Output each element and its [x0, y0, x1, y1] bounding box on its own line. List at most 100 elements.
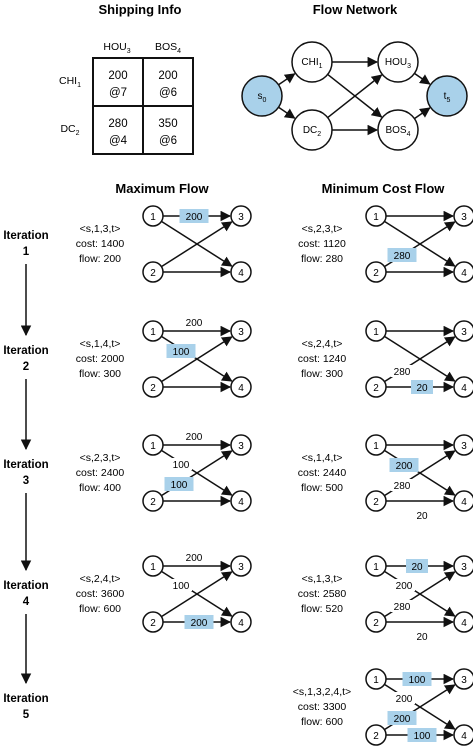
max-iter2-node-label-2: 2	[150, 383, 156, 394]
network-node-bos	[377, 109, 419, 151]
min-iter5-node-4	[453, 724, 473, 746]
min-iter4-label-bg-13	[406, 559, 428, 573]
min-cost-text: cost: 3300	[298, 701, 347, 713]
min-iter2-label-bg-23	[391, 365, 413, 377]
max-iter2-edge-23	[161, 336, 233, 383]
max-iter3-label-bg-13	[183, 430, 205, 442]
min-iter3-label-bg-24	[414, 509, 430, 521]
min-iter1-node-3	[453, 205, 473, 227]
min-iter4-node-label-4: 4	[461, 618, 467, 629]
min-iter2-edge-label-23: 280	[394, 367, 411, 378]
min-iter1-node-label-4: 4	[461, 268, 467, 279]
min-iter5-label-bg-23	[387, 711, 417, 725]
iteration-number: 5	[23, 709, 30, 721]
max-cost-text: cost: 2400	[76, 467, 125, 479]
min-path-text: <s,2,4,t>	[302, 338, 343, 350]
max-iter1-node-4	[230, 261, 252, 283]
max-iter1-node-label-2: 2	[150, 268, 156, 279]
max-iter4-label-bg-14	[170, 579, 192, 591]
network-node-label-chi: CHI1	[301, 57, 322, 70]
min-iter2-node-label-1: 1	[373, 327, 379, 338]
max-iter3-node-3	[230, 434, 252, 456]
max-iter4-label-bg-24	[184, 615, 214, 629]
max-iter4-node-1	[142, 555, 164, 577]
min-iter2-node-1	[365, 320, 387, 342]
min-cost-text: cost: 2440	[298, 467, 347, 479]
max-iter3-node-label-4: 4	[238, 497, 244, 508]
max-iter4-edge-label-24: 200	[191, 618, 208, 629]
min-iter5-label-bg-24	[407, 728, 437, 742]
network-edge-s-chi	[278, 73, 296, 86]
max-iter4-node-3	[230, 555, 252, 577]
network-node-label-t: t5	[444, 91, 451, 104]
max-iter4-node-label-1: 1	[150, 562, 156, 573]
max-iter2-label-bg-13	[183, 316, 205, 328]
min-iter1-node-2	[365, 261, 387, 283]
cell-chi-hou-cost: @7	[109, 87, 127, 99]
max-path-text: <s,1,3,t>	[80, 223, 121, 235]
min-iter3-edge-label-24: 20	[416, 511, 428, 522]
col-header-bos: BOS4	[155, 41, 181, 55]
iteration-row-1: Iteration 1 <s,1,3,t> cost: 1400 flow: 200 1 2…	[3, 205, 473, 283]
iteration-label: Iteration	[3, 345, 48, 357]
min-iter2-node-label-4: 4	[461, 383, 467, 394]
cell-dc-hou-cost: @4	[109, 135, 128, 147]
max-path-text: <s,1,4,t>	[80, 338, 121, 350]
network-node-label-bos: BOS4	[385, 125, 410, 138]
min-iter5-node-2	[365, 724, 387, 746]
iteration-label: Iteration	[3, 459, 48, 471]
min-iter5-node-label-2: 2	[373, 731, 379, 742]
max-path-text: <s,2,3,t>	[80, 452, 121, 464]
min-cost-text: cost: 2580	[298, 588, 347, 600]
max-iter3-edge-label-14: 100	[173, 460, 190, 471]
min-iter4-label-bg-14	[393, 579, 415, 591]
row-header-dc: DC2	[60, 123, 79, 137]
network-edge-hou-t	[414, 72, 431, 85]
max-cost-text: cost: 3600	[76, 588, 125, 600]
min-iter4-node-1	[365, 555, 387, 577]
max-iter1-edge-23	[161, 221, 233, 268]
min-iter4-edge-label-24: 20	[416, 632, 428, 643]
network-edge-s-dc	[278, 106, 296, 119]
min-path-text: <s,1,3,2,4,t>	[293, 686, 351, 698]
min-iter3-node-4	[453, 490, 473, 512]
min-iter5-edge-label-14: 200	[396, 694, 413, 705]
iteration-row-3: Iteration 3 <s,2,3,t> cost: 2400 flow: 400 1 2…	[3, 430, 473, 522]
cell-chi-bos-cap: 200	[158, 70, 177, 82]
min-iter1-node-label-2: 2	[373, 268, 379, 279]
max-iter1-node-1	[142, 205, 164, 227]
network-node-t	[426, 75, 468, 117]
col-header-hou: HOU3	[103, 41, 130, 55]
shipping-table: HOU3 BOS4 CHI1 DC2 200 @7 200 @6 280 @4 …	[59, 41, 194, 155]
max-iter4-edge-23	[161, 571, 233, 618]
min-flow-text: flow: 600	[301, 716, 343, 728]
iteration-number: 2	[23, 361, 29, 373]
max-iter3-label-bg-23	[164, 477, 194, 491]
min-iter4-edge-label-13: 20	[411, 562, 423, 573]
network-node-s	[241, 75, 283, 117]
cell-dc-bos-cost: @6	[159, 135, 177, 147]
max-iter2-label-bg-14	[166, 344, 196, 358]
max-iter4-node-label-2: 2	[150, 618, 156, 629]
max-iter1-node-3	[230, 205, 252, 227]
max-iter2-edge-label-13: 200	[186, 318, 203, 329]
min-iter5-node-3	[453, 668, 473, 690]
iteration-row-4: Iteration 4 <s,2,4,t> cost: 3600 flow: 600 1 2…	[3, 551, 473, 643]
max-iter3-edge-label-13: 200	[186, 432, 203, 443]
iteration-label: Iteration	[3, 580, 48, 592]
minimum-cost-flow-header: Minimum Cost Flow	[322, 181, 446, 196]
min-iter4-label-bg-24	[414, 630, 430, 642]
max-flow-text: flow: 400	[79, 482, 121, 494]
max-iter1-node-label-1: 1	[150, 212, 156, 223]
iteration-number: 3	[23, 475, 29, 487]
min-flow-text: flow: 500	[301, 482, 343, 494]
min-path-text: <s,1,3,t>	[302, 573, 343, 585]
min-iter5-edge-label-24: 100	[414, 731, 431, 742]
min-iter3-node-label-2: 2	[373, 497, 379, 508]
min-iter4-label-bg-23	[391, 600, 413, 612]
min-iter1-node-4	[453, 261, 473, 283]
max-iter3-node-label-1: 1	[150, 441, 156, 452]
max-iter4-node-label-4: 4	[238, 618, 244, 629]
max-iter4-node-2	[142, 611, 164, 633]
